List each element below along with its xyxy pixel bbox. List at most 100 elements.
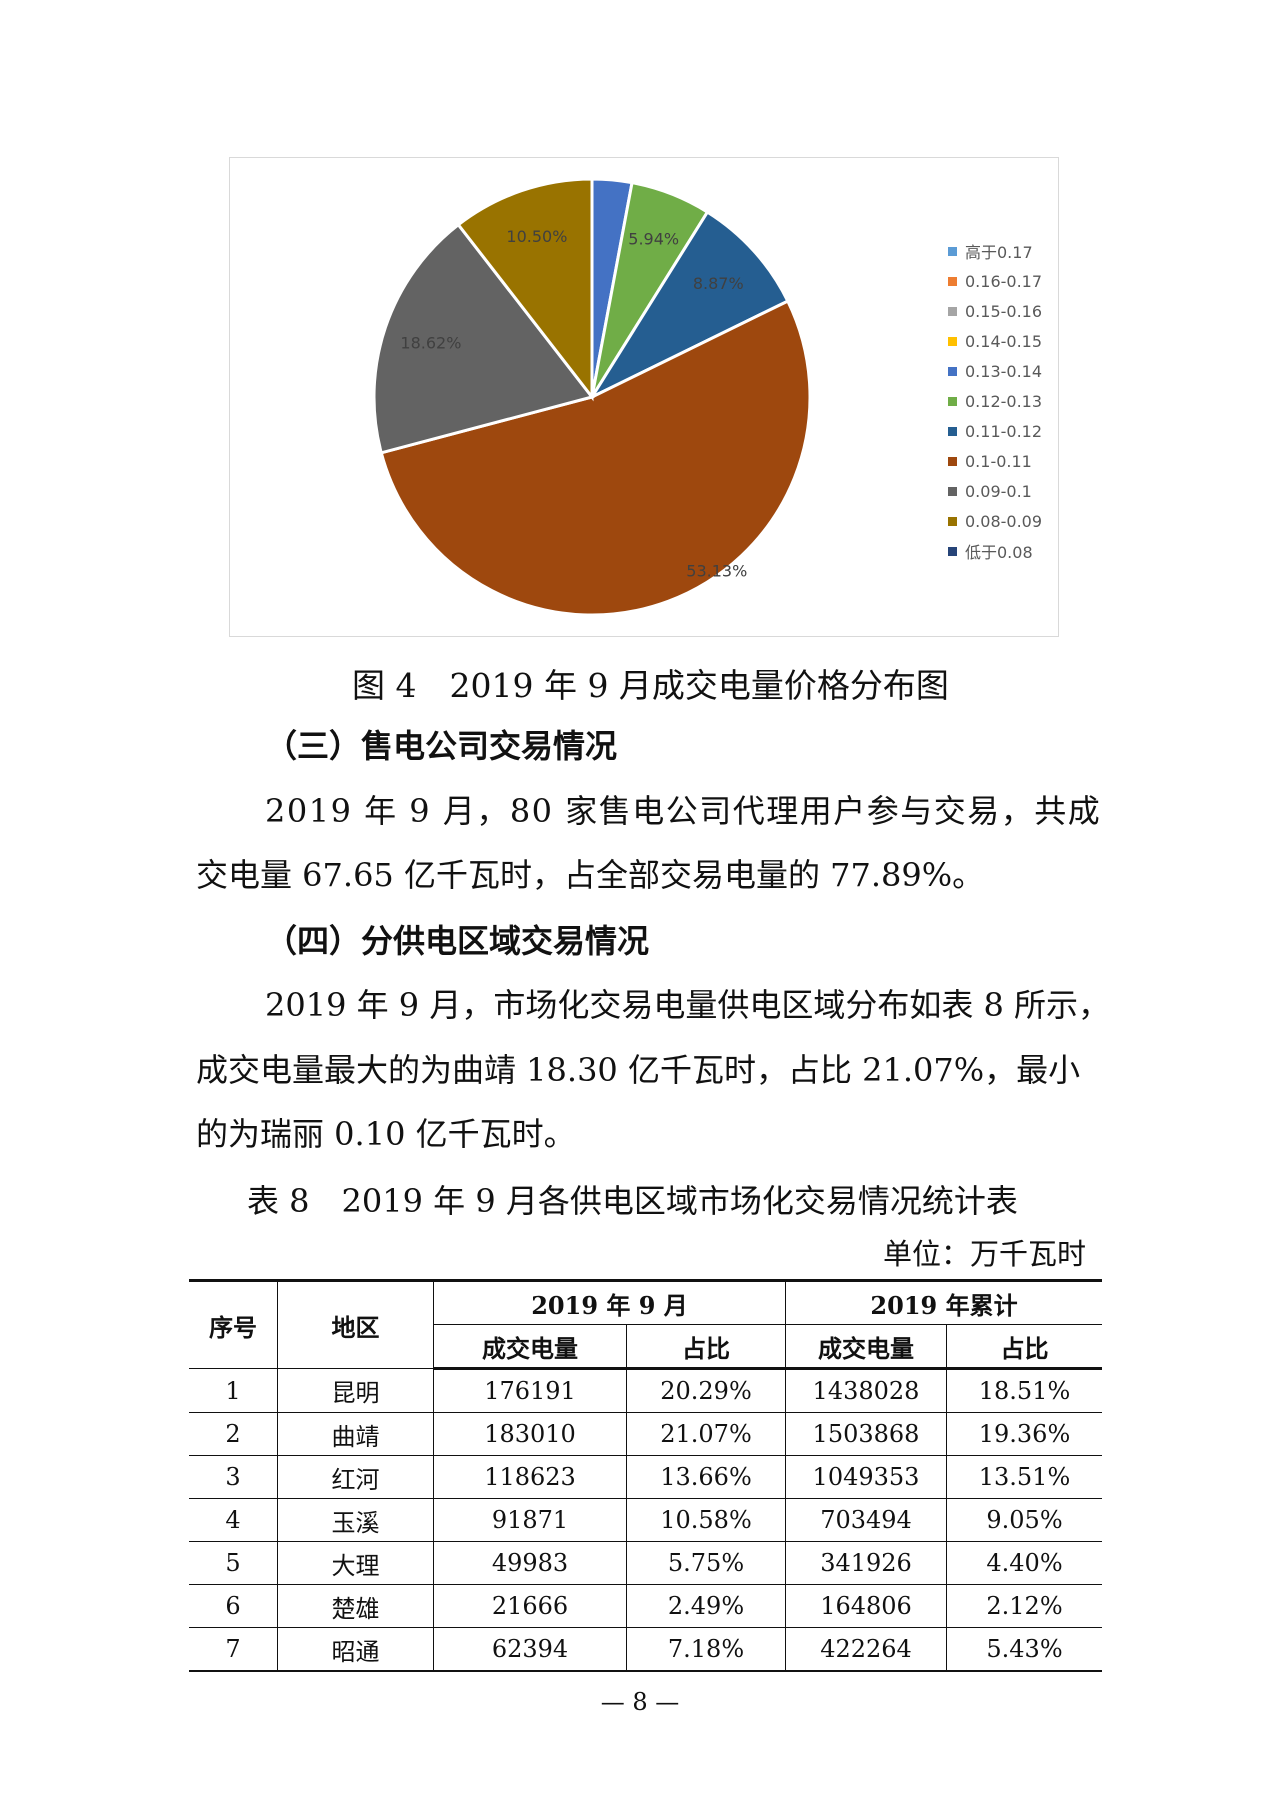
cell-month-share: 20.29% [626, 1368, 786, 1413]
header-month-volume: 成交电量 [433, 1324, 627, 1370]
region-trade-table: 序号 地区 2019 年 9 月 2019 年累计 成交电量 占比 成交电量 占… [189, 1279, 1102, 1672]
header-region: 地区 [277, 1279, 434, 1369]
cell-month-volume: 49983 [433, 1541, 627, 1585]
cell-no: 7 [189, 1627, 278, 1672]
table-row: 4 玉溪 91871 10.58% 703494 9.05% [189, 1498, 1102, 1542]
table-row: 5 大理 49983 5.75% 341926 4.40% [189, 1541, 1102, 1585]
legend-label: 0.13-0.14 [965, 361, 1043, 381]
header-month: 2019 年 9 月 [433, 1279, 786, 1325]
legend-item: 0.15-0.16 [948, 296, 1042, 326]
paragraph-line: 交电量 67.65 亿千瓦时，占全部交易电量的 77.89%。 [196, 856, 985, 894]
legend-swatch [948, 516, 957, 526]
cell-no: 3 [189, 1455, 278, 1499]
cell-ytd-share: 2.12% [946, 1584, 1102, 1628]
cell-ytd-volume: 1438028 [785, 1368, 947, 1413]
cell-no: 5 [189, 1541, 278, 1585]
legend-swatch [948, 246, 957, 256]
legend-label: 0.09-0.1 [965, 481, 1032, 501]
pie-slice [379, 299, 812, 617]
legend-swatch [948, 426, 957, 436]
cell-ytd-share: 4.40% [946, 1541, 1102, 1585]
pie-slice [587, 209, 790, 401]
cell-region: 楚雄 [277, 1584, 434, 1628]
cell-month-volume: 176191 [433, 1368, 627, 1413]
cell-ytd-volume: 422264 [785, 1627, 947, 1672]
table-row: 6 楚雄 21666 2.49% 164806 2.12% [189, 1584, 1102, 1628]
paragraph-line: 的为瑞丽 0.10 亿千瓦时。 [196, 1115, 576, 1153]
legend-item: 高于0.17 [948, 236, 1042, 266]
cell-month-share: 21.07% [626, 1412, 786, 1456]
legend-label: 0.15-0.16 [965, 301, 1043, 321]
legend-label: 高于0.17 [965, 243, 1033, 262]
legend-swatch [948, 546, 957, 556]
legend-item: 0.16-0.17 [948, 266, 1042, 296]
legend-item: 0.1-0.11 [948, 446, 1042, 476]
header-no: 序号 [189, 1279, 278, 1369]
legend-item: 0.09-0.1 [948, 476, 1042, 506]
page-number: — 8 — [600, 1688, 680, 1716]
cell-month-share: 10.58% [626, 1498, 786, 1542]
legend-label: 0.11-0.12 [965, 421, 1043, 441]
cell-ytd-volume: 341926 [785, 1541, 947, 1585]
pie-slice [372, 222, 595, 455]
legend-label: 低于0.08 [965, 543, 1033, 562]
table-caption: 表 8 2019 年 9 月各供电区域市场化交易情况统计表 [247, 1182, 1018, 1220]
legend-item: 0.08-0.09 [948, 506, 1042, 536]
legend-item: 低于0.08 [948, 536, 1042, 566]
header-ytd-share: 占比 [946, 1324, 1102, 1370]
legend-swatch [948, 276, 957, 286]
legend-label: 0.1-0.11 [965, 451, 1032, 471]
header-ytd-volume: 成交电量 [785, 1324, 947, 1370]
table-row: 2 曲靖 183010 21.07% 1503868 19.36% [189, 1412, 1102, 1456]
section-heading-3: （三）售电公司交易情况 [265, 727, 618, 765]
cell-month-volume: 183010 [433, 1412, 627, 1456]
cell-month-share: 7.18% [626, 1627, 786, 1672]
cell-no: 2 [189, 1412, 278, 1456]
paragraph-line: 2019 年 9 月，80 家售电公司代理用户参与交易，共成 [265, 792, 1102, 830]
legend-swatch [948, 336, 957, 346]
cell-month-volume: 21666 [433, 1584, 627, 1628]
cell-ytd-share: 9.05% [946, 1498, 1102, 1542]
paragraph-line: 2019 年 9 月，市场化交易电量供电区域分布如表 8 所示， [265, 986, 1111, 1024]
price-distribution-chart: 5.94% 8.87% 53.13% 18.62% 10.50% 高于0.17 0.16-… [229, 157, 1059, 637]
cell-month-volume: 62394 [433, 1627, 627, 1672]
cell-ytd-share: 19.36% [946, 1412, 1102, 1456]
data-label: 53.13% [686, 562, 747, 581]
cell-no: 1 [189, 1368, 278, 1413]
cell-region: 大理 [277, 1541, 434, 1585]
legend-label: 0.12-0.13 [965, 391, 1043, 411]
legend-label: 0.14-0.15 [965, 331, 1043, 351]
cell-region: 玉溪 [277, 1498, 434, 1542]
legend-swatch [948, 486, 957, 496]
pie-chart: 5.94% 8.87% 53.13% 18.62% 10.50% [372, 177, 812, 617]
legend-item: 0.14-0.15 [948, 326, 1042, 356]
legend-swatch [948, 456, 957, 466]
cell-ytd-share: 18.51% [946, 1368, 1102, 1413]
data-label: 18.62% [400, 334, 461, 353]
cell-no: 4 [189, 1498, 278, 1542]
legend-item: 0.13-0.14 [948, 356, 1042, 386]
table-row: 1 昆明 176191 20.29% 1438028 18.51% [189, 1368, 1102, 1413]
pie-slice [456, 177, 594, 402]
legend-item: 0.11-0.12 [948, 416, 1042, 446]
header-ytd: 2019 年累计 [785, 1279, 1102, 1325]
legend-label: 0.16-0.17 [965, 271, 1043, 291]
legend-label: 0.08-0.09 [965, 511, 1043, 531]
cell-ytd-volume: 1049353 [785, 1455, 947, 1499]
paragraph-line: 成交电量最大的为曲靖 18.30 亿千瓦时，占比 21.07%，最小 [196, 1051, 1081, 1089]
cell-month-volume: 91871 [433, 1498, 627, 1542]
table-row: 3 红河 118623 13.66% 1049353 13.51% [189, 1455, 1102, 1499]
legend-swatch [948, 306, 957, 316]
data-label: 8.87% [693, 274, 744, 293]
chart-legend: 高于0.17 0.16-0.17 0.15-0.16 0.14-0.15 0.13-0.… [948, 236, 1042, 566]
legend-swatch [948, 396, 957, 406]
cell-month-volume: 118623 [433, 1455, 627, 1499]
cell-region: 曲靖 [277, 1412, 434, 1456]
cell-ytd-volume: 703494 [785, 1498, 947, 1542]
table-unit: 单位：万千瓦时 [883, 1237, 1087, 1271]
cell-region: 昆明 [277, 1368, 434, 1413]
cell-ytd-volume: 164806 [785, 1584, 947, 1628]
cell-month-share: 2.49% [626, 1584, 786, 1628]
header-month-share: 占比 [626, 1324, 786, 1370]
cell-ytd-share: 5.43% [946, 1627, 1102, 1672]
